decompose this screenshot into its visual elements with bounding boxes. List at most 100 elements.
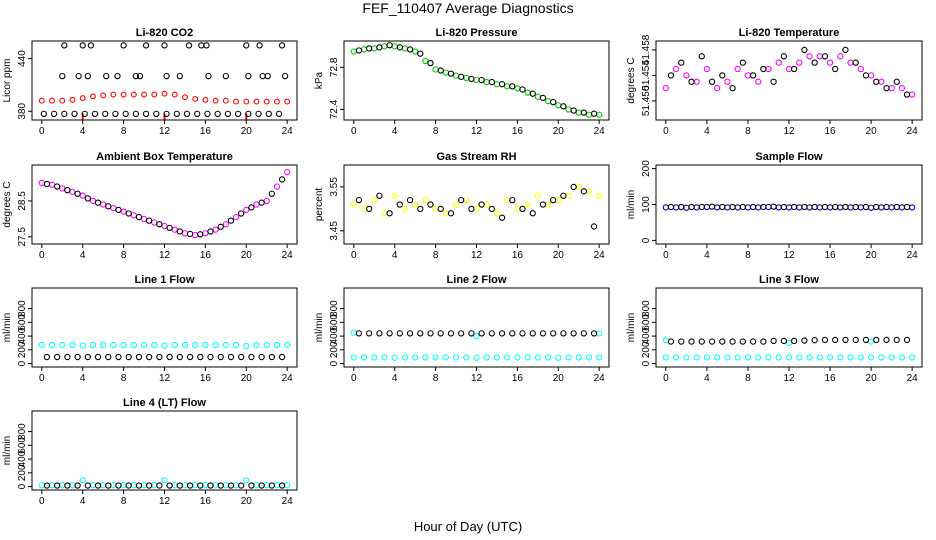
y-tick-label: 800 xyxy=(17,423,28,440)
data-point xyxy=(151,341,158,349)
data-point xyxy=(590,223,598,230)
data-point xyxy=(729,338,736,345)
x-tick-label: 20 xyxy=(553,250,565,261)
x-tick-label: 12 xyxy=(159,250,171,261)
x-tick-label: 8 xyxy=(121,126,127,137)
data-point xyxy=(114,72,121,80)
data-point xyxy=(570,183,577,191)
data-point xyxy=(412,201,419,208)
data-point xyxy=(43,482,51,489)
data-point xyxy=(396,201,403,208)
data-point xyxy=(406,196,414,204)
data-point xyxy=(519,86,526,93)
data-point xyxy=(132,72,140,80)
data-point xyxy=(770,78,777,85)
data-point xyxy=(437,67,444,74)
data-point xyxy=(84,482,91,489)
data-point xyxy=(493,81,501,88)
data-point xyxy=(529,330,536,337)
panel-line1: Line 1 Flow ml/min 0 4 8 12 16 20 24 0 20040060080… xyxy=(2,274,298,384)
data-point xyxy=(156,353,163,361)
data-point xyxy=(381,210,388,217)
data-point xyxy=(837,53,844,60)
data-point xyxy=(186,230,194,238)
data-point xyxy=(360,46,368,53)
data-point xyxy=(442,69,449,76)
data-point xyxy=(539,201,547,208)
data-point xyxy=(278,176,286,183)
panel-title: Ambient Box Temperature xyxy=(96,151,233,163)
data-point xyxy=(207,482,214,489)
data-point xyxy=(176,482,183,489)
data-point xyxy=(898,84,906,92)
data-point xyxy=(878,78,885,85)
data-point xyxy=(765,65,772,73)
data-point xyxy=(263,197,270,205)
x-tick-label: 16 xyxy=(512,250,524,261)
data-point xyxy=(826,59,834,66)
data-point xyxy=(529,210,536,217)
x-tick-label: 16 xyxy=(824,126,836,137)
data-point xyxy=(181,341,189,349)
data-point xyxy=(534,93,541,100)
data-point xyxy=(550,98,557,106)
y-tick-label: 440 xyxy=(17,50,28,67)
data-point xyxy=(672,65,680,73)
data-point xyxy=(355,47,363,54)
data-point xyxy=(94,482,102,489)
x-tick-label: 8 xyxy=(745,126,751,137)
data-point xyxy=(821,53,829,60)
data-point xyxy=(878,354,885,361)
x-tick-label: 4 xyxy=(704,250,710,261)
data-point xyxy=(89,482,97,489)
data-point xyxy=(667,338,675,345)
data-point xyxy=(141,91,148,98)
data-point xyxy=(780,53,788,60)
data-point xyxy=(207,353,214,361)
data-point xyxy=(437,330,444,337)
x-tick-label: 16 xyxy=(824,373,836,384)
data-point xyxy=(130,91,137,98)
y-tick-label: 51.458 xyxy=(641,34,652,65)
y-tick-label: 0 xyxy=(641,360,652,366)
x-tick-label: 24 xyxy=(907,373,919,384)
data-point xyxy=(873,203,880,211)
data-point xyxy=(156,221,163,228)
data-point xyxy=(243,98,250,105)
data-point xyxy=(243,477,250,484)
x-tick-label: 0 xyxy=(663,126,669,137)
x-tick-label: 0 xyxy=(39,496,45,507)
data-point xyxy=(205,72,212,80)
data-point xyxy=(89,197,97,205)
data-point xyxy=(212,341,219,349)
data-point xyxy=(903,336,911,344)
data-point xyxy=(412,48,419,55)
data-point xyxy=(862,336,870,344)
data-point xyxy=(883,203,890,211)
data-point xyxy=(826,354,834,361)
data-point xyxy=(355,330,363,337)
data-point xyxy=(688,338,695,345)
series-2 xyxy=(40,42,289,118)
data-point xyxy=(186,353,194,361)
y-tick-label: 600 xyxy=(17,314,28,331)
data-point xyxy=(724,354,731,361)
data-point xyxy=(683,72,690,79)
data-point xyxy=(790,65,798,73)
data-point xyxy=(204,110,211,118)
data-point xyxy=(468,330,475,337)
x-tick-label: 4 xyxy=(80,496,86,507)
data-point xyxy=(268,190,275,197)
data-point xyxy=(785,65,793,73)
data-point xyxy=(565,106,572,113)
panel-title: Line 1 Flow xyxy=(135,274,195,286)
data-point xyxy=(284,98,291,105)
data-point xyxy=(171,341,178,349)
data-point xyxy=(898,354,906,361)
data-point xyxy=(75,72,82,80)
data-point xyxy=(719,338,726,345)
y-tick-label: 400 xyxy=(641,327,652,344)
panel-title: Line 4 (LT) Flow xyxy=(123,397,206,409)
data-point xyxy=(192,231,199,239)
